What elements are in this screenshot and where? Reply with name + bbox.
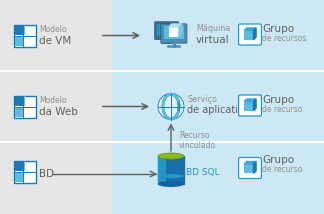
Text: Recurso: Recurso bbox=[179, 131, 210, 141]
Bar bbox=[15, 107, 23, 116]
Bar bbox=[0, 0, 112, 71]
Polygon shape bbox=[253, 161, 256, 173]
Bar bbox=[24, 173, 25, 182]
Polygon shape bbox=[244, 161, 256, 164]
FancyBboxPatch shape bbox=[238, 24, 261, 45]
Bar bbox=[24, 37, 25, 46]
Polygon shape bbox=[158, 156, 184, 184]
Text: Serviço: Serviço bbox=[187, 95, 217, 104]
Bar bbox=[244, 164, 253, 173]
Ellipse shape bbox=[158, 153, 184, 159]
Bar bbox=[15, 24, 23, 34]
Text: de recurso: de recurso bbox=[262, 165, 303, 174]
Bar bbox=[169, 27, 179, 37]
Bar bbox=[112, 142, 324, 214]
Text: de VM: de VM bbox=[39, 36, 71, 46]
Bar bbox=[157, 24, 176, 36]
Polygon shape bbox=[244, 99, 256, 101]
Bar bbox=[164, 26, 184, 39]
Polygon shape bbox=[253, 28, 256, 40]
Bar bbox=[14, 24, 36, 46]
Bar bbox=[158, 156, 166, 184]
Text: Modelo: Modelo bbox=[39, 25, 67, 34]
FancyBboxPatch shape bbox=[161, 24, 187, 43]
Text: Modelo: Modelo bbox=[39, 96, 67, 105]
Text: Grupo: Grupo bbox=[262, 24, 294, 34]
Bar bbox=[15, 95, 23, 106]
Text: Grupo: Grupo bbox=[262, 155, 294, 165]
Bar bbox=[244, 101, 253, 111]
Text: da Web: da Web bbox=[39, 107, 78, 116]
Circle shape bbox=[158, 94, 184, 119]
Bar bbox=[24, 95, 25, 106]
Text: BD SQL: BD SQL bbox=[186, 168, 220, 177]
Bar bbox=[14, 161, 36, 183]
Text: vinculado: vinculado bbox=[179, 141, 216, 150]
Ellipse shape bbox=[158, 181, 184, 187]
Bar bbox=[0, 70, 324, 72]
Text: Máquina: Máquina bbox=[196, 24, 230, 33]
Bar bbox=[15, 37, 23, 46]
Bar bbox=[112, 71, 324, 142]
Bar bbox=[244, 31, 253, 40]
FancyBboxPatch shape bbox=[238, 158, 261, 178]
Bar bbox=[14, 95, 36, 117]
Bar bbox=[0, 141, 324, 143]
Bar bbox=[112, 0, 324, 71]
Text: BD: BD bbox=[39, 169, 54, 179]
Polygon shape bbox=[179, 24, 182, 37]
Polygon shape bbox=[244, 28, 256, 31]
Text: de aplicativo: de aplicativo bbox=[187, 104, 249, 114]
Bar bbox=[24, 161, 25, 171]
Bar bbox=[0, 142, 112, 214]
Text: de recurso: de recurso bbox=[262, 105, 303, 114]
Bar bbox=[24, 107, 25, 116]
Text: virtual: virtual bbox=[196, 34, 230, 45]
FancyBboxPatch shape bbox=[238, 95, 261, 116]
Bar bbox=[0, 71, 112, 142]
Text: de recursos: de recursos bbox=[262, 34, 307, 43]
Polygon shape bbox=[253, 99, 256, 111]
Bar bbox=[24, 24, 25, 34]
Text: Grupo: Grupo bbox=[262, 95, 294, 104]
Bar bbox=[15, 173, 23, 182]
Polygon shape bbox=[169, 24, 182, 27]
FancyBboxPatch shape bbox=[155, 22, 179, 40]
Bar bbox=[15, 161, 23, 171]
Ellipse shape bbox=[158, 174, 184, 178]
